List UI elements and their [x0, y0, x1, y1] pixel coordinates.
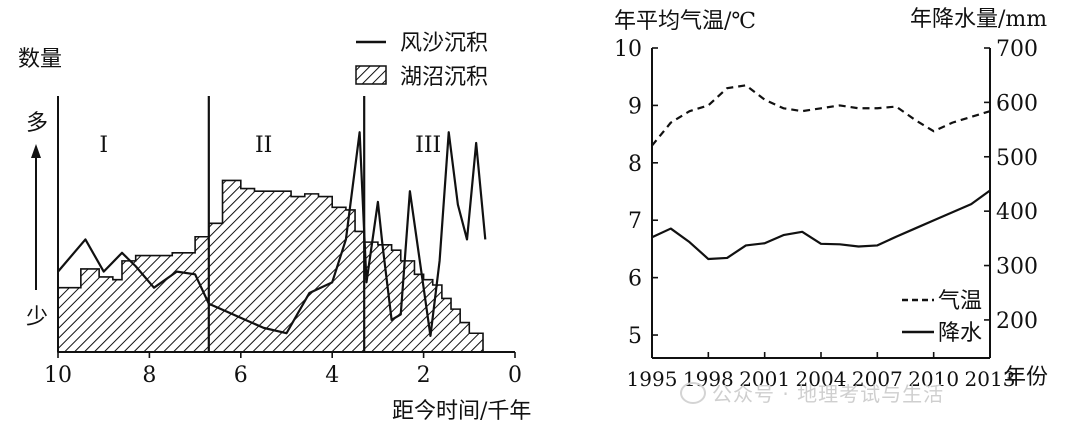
- series-temperature-line: [651, 84, 991, 147]
- y-left-tick-label: 10: [614, 37, 642, 62]
- y-right-tick-label: 700: [996, 37, 1038, 62]
- y-right-axis-label: 年降水量/mm: [910, 7, 1047, 32]
- y-left-tick-label: 9: [628, 94, 642, 119]
- series-aeolian-line: [57, 131, 487, 338]
- x-tick-label: 4: [325, 363, 339, 388]
- x-tick-label: 2: [417, 363, 431, 388]
- legend-label-temperature: 气温: [938, 289, 982, 314]
- x-tick-label: 6: [234, 363, 248, 388]
- period-label: II: [255, 133, 272, 158]
- y-arrow-icon: [31, 144, 41, 290]
- y-axis-more-label: 多: [26, 111, 48, 136]
- legend-hatch-swatch: [355, 65, 387, 85]
- climate-chart: 年平均气温/℃ 年降水量/mm 年份 5 6 7 8 9 10 200 300 400 500 60…: [614, 7, 1048, 391]
- x-tick-label: 10: [44, 363, 72, 388]
- legend-label-lacustrine: 湖沼沉积: [400, 65, 488, 90]
- x-tick-label-year: 2004: [796, 367, 847, 391]
- legend-label-aeolian: 风沙沉积: [400, 31, 488, 56]
- legend-label-precipitation: 降水: [938, 321, 982, 346]
- y-left-axis-label: 年平均气温/℃: [614, 9, 756, 34]
- x-tick-label-year: 2001: [739, 367, 790, 391]
- series-lacustrine-area: [57, 179, 484, 353]
- x-tick-label: 8: [142, 363, 156, 388]
- y-left-tick-label: 6: [628, 267, 642, 292]
- wechat-icon: [680, 382, 706, 404]
- y-right-tick-label: 300: [996, 255, 1038, 280]
- watermark: 公众号 · 地理考试与生活: [680, 378, 944, 407]
- y-right-tick-label: 200: [996, 309, 1038, 334]
- y-axis-less-label: 少: [26, 305, 48, 330]
- y-left-tick-label: 7: [628, 209, 642, 234]
- x-tick-label-year: 1995: [627, 367, 678, 391]
- x-tick-label-year: 2007: [852, 367, 903, 391]
- y-right-tick-label: 600: [996, 91, 1038, 116]
- y-left-tick-label: 5: [628, 324, 642, 349]
- y-right-tick-label: 500: [996, 146, 1038, 171]
- sediment-chart: 数量 多 少 风沙沉积 湖沼沉积 I II III 10 8 6 4 2 0 距今时间/千年: [18, 31, 531, 424]
- legend-right: 气温 降水: [902, 289, 982, 346]
- period-label: III: [415, 133, 441, 158]
- watermark-text: 公众号 · 地理考试与生活: [712, 382, 945, 406]
- period-label: I: [99, 133, 108, 158]
- series-precipitation-line: [651, 189, 991, 261]
- x-tick-label-year: 2013: [965, 367, 1016, 391]
- legend: 风沙沉积 湖沼沉积: [355, 31, 488, 90]
- y-right-tick-label: 400: [996, 200, 1038, 225]
- x-axis-label: 距今时间/千年: [392, 399, 531, 424]
- x-tick-label: 0: [508, 363, 522, 388]
- x-axis-label-year: 年份: [1004, 365, 1048, 390]
- y-axis-label: 数量: [18, 47, 62, 72]
- x-tick-label-year: 2010: [908, 367, 959, 391]
- y-left-tick-label: 8: [628, 152, 642, 177]
